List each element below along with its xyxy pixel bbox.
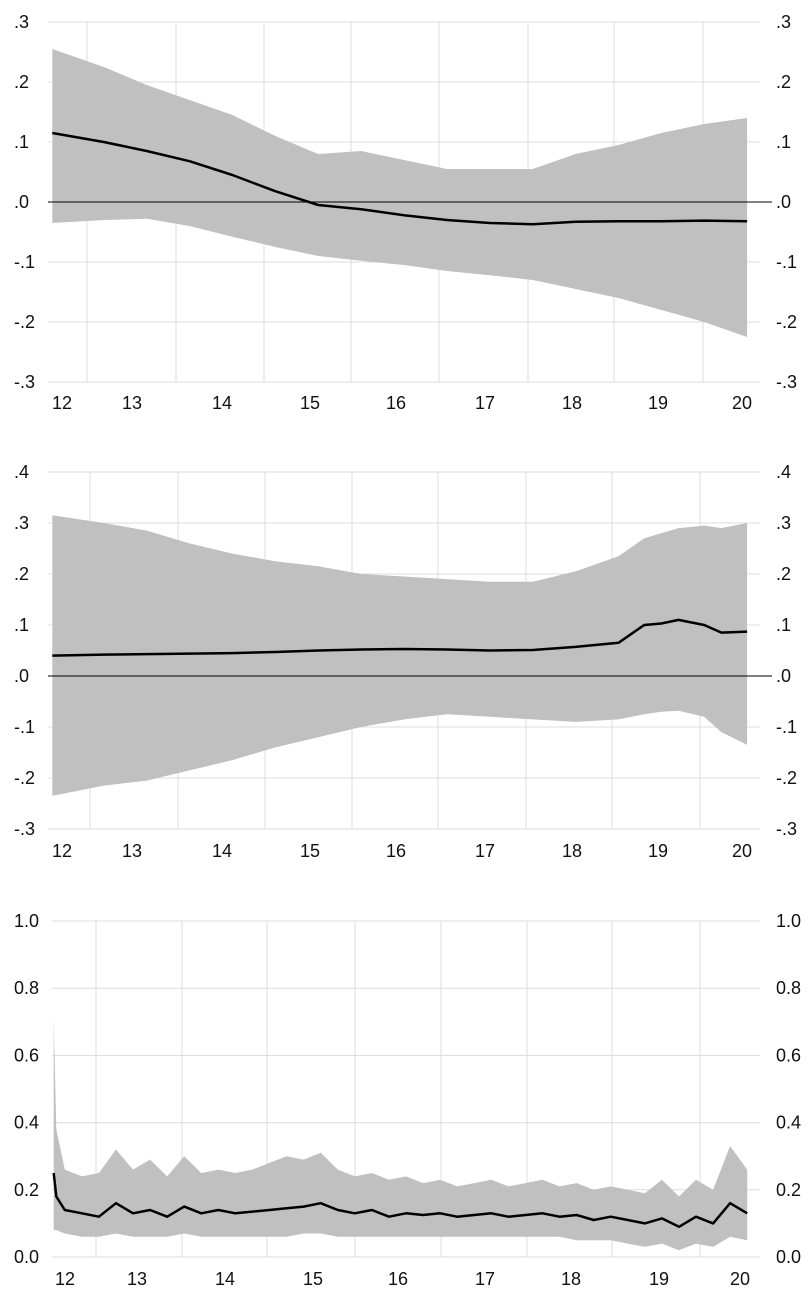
x-tick-label: 13 [122, 393, 142, 413]
y-tick-label-left: -.1 [14, 717, 35, 737]
y-tick-label-right: .3 [776, 12, 791, 32]
y-tick-label-left: 0.2 [14, 1180, 39, 1200]
confidence-band [53, 1018, 748, 1251]
x-tick-label: 18 [562, 841, 582, 861]
y-tick-label-right: .1 [776, 132, 791, 152]
confidence-band [52, 49, 748, 337]
y-tick-label-left: -.2 [14, 312, 35, 332]
y-tick-label-left: .0 [14, 192, 29, 212]
y-tick-label-left: 0.4 [14, 1113, 39, 1133]
y-tick-label-right: 0.0 [776, 1247, 801, 1267]
estimate-line [52, 131, 748, 226]
y-tick-label-left: -.2 [14, 768, 35, 788]
x-tick-label: 14 [215, 1269, 235, 1289]
y-tick-label-right: 0.2 [776, 1180, 801, 1200]
y-tick-label-right: -.2 [776, 768, 797, 788]
x-tick-label: 12 [52, 393, 72, 413]
chart-panel-bottom: 1.0 1.0 0.8 0.8 0.6 0.6 0.4 0.4 0.2 0.2 0.0 0.0 12 13… [14, 911, 801, 1289]
x-tick-label: 16 [386, 841, 406, 861]
y-tick-label-left: 1.0 [14, 911, 39, 931]
x-tick-label: 17 [475, 393, 495, 413]
y-tick-label-right: -.3 [776, 372, 797, 392]
x-tick-label: 15 [300, 393, 320, 413]
x-tick-label: 20 [732, 841, 752, 861]
y-tick-label-left: .1 [14, 615, 29, 635]
confidence-band [52, 515, 748, 796]
y-tick-label-right: -.1 [776, 717, 797, 737]
x-tick-label: 19 [649, 1269, 669, 1289]
y-tick-label-right: 0.6 [776, 1045, 801, 1065]
y-tick-label-left: .3 [14, 12, 29, 32]
x-tick-label: 13 [127, 1269, 147, 1289]
y-tick-label-right: .0 [776, 192, 791, 212]
y-tick-label-left: -.3 [14, 819, 35, 839]
y-tick-label-left: .3 [14, 513, 29, 533]
x-tick-label: 17 [475, 841, 495, 861]
x-tick-label: 18 [562, 393, 582, 413]
x-tick-label: 16 [388, 1269, 408, 1289]
x-tick-label: 12 [52, 841, 72, 861]
y-tick-label-right: -.2 [776, 312, 797, 332]
y-tick-label-left: .2 [14, 72, 29, 92]
estimate-line [52, 1172, 748, 1229]
x-tick-label: 15 [300, 841, 320, 861]
y-tick-label-left: .1 [14, 132, 29, 152]
y-tick-label-right: 0.8 [776, 978, 801, 998]
y-tick-label-left: .0 [14, 666, 29, 686]
y-tick-label-right: .1 [776, 615, 791, 635]
x-tick-label: 17 [475, 1269, 495, 1289]
y-tick-label-right: 0.4 [776, 1113, 801, 1133]
chart-panel-middle: .4 .4 .3 .3 .2 .2 .1 .1 .0 .0 -.1 -.1 -.2 -.2 -.3 -.3 12… [14, 462, 797, 861]
x-tick-label: 14 [212, 841, 232, 861]
y-tick-label-right: .2 [776, 72, 791, 92]
y-tick-label-left: -.3 [14, 372, 35, 392]
chart-panel-top: .3 .3 .2 .2 .1 .1 .0 .0 -.1 -.1 -.2 -.2 -.3 -.3 12 13 14… [14, 12, 797, 413]
y-tick-label-right: .2 [776, 564, 791, 584]
x-tick-label: 19 [648, 841, 668, 861]
x-tick-label: 20 [730, 1269, 750, 1289]
x-tick-label: 19 [648, 393, 668, 413]
y-tick-label-right: -.3 [776, 819, 797, 839]
y-tick-label-left: .2 [14, 564, 29, 584]
y-tick-label-right: .0 [776, 666, 791, 686]
x-tick-label: 12 [55, 1269, 75, 1289]
x-tick-label: 16 [386, 393, 406, 413]
y-tick-label-left: 0.8 [14, 978, 39, 998]
y-tick-label-right: .4 [776, 462, 791, 482]
x-tick-label: 13 [122, 841, 142, 861]
x-tick-label: 15 [303, 1269, 323, 1289]
x-tick-label: 20 [732, 393, 752, 413]
y-tick-label-right: 1.0 [776, 911, 801, 931]
estimate-line [52, 618, 748, 657]
y-tick-label-right: -.1 [776, 252, 797, 272]
x-tick-label: 14 [212, 393, 232, 413]
y-tick-label-left: -.1 [14, 252, 35, 272]
y-tick-label-left: 0.6 [14, 1045, 39, 1065]
x-tick-label: 18 [561, 1269, 581, 1289]
y-tick-label-right: .3 [776, 513, 791, 533]
y-tick-label-left: .4 [14, 462, 29, 482]
y-tick-label-left: 0.0 [14, 1247, 39, 1267]
